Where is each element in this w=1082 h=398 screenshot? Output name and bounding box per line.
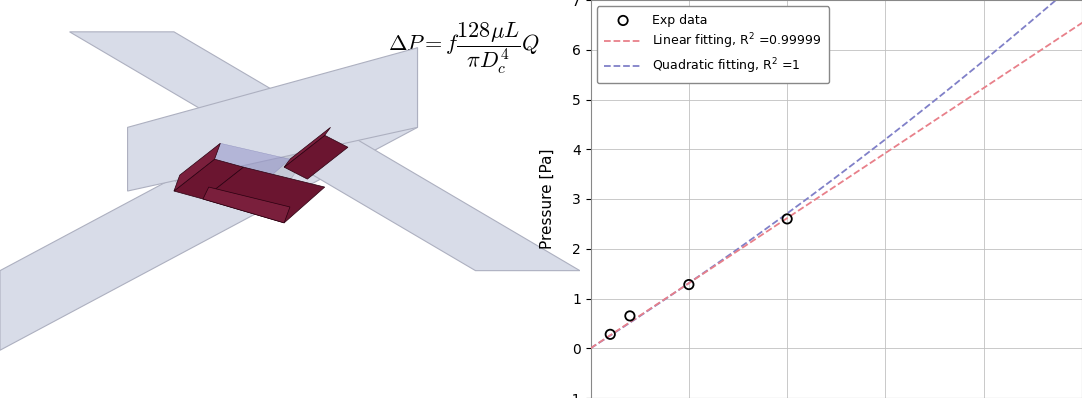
Exp data — [778, 216, 795, 222]
Linear fitting, R$^2$ =0.99999 — [888, 144, 901, 149]
Line: Linear fitting, R$^2$ =0.99999: Linear fitting, R$^2$ =0.99999 — [591, 10, 1082, 348]
Linear fitting, R$^2$ =0.99999 — [1003, 68, 1016, 73]
Polygon shape — [174, 143, 221, 191]
Legend: Exp data, Linear fitting, R$^2$ =0.99999, Quadratic fitting, R$^2$ =1: Exp data, Linear fitting, R$^2$ =0.99999… — [597, 6, 829, 84]
Polygon shape — [69, 32, 580, 271]
Polygon shape — [285, 127, 330, 167]
Exp data — [681, 281, 698, 288]
Quadratic fitting, R$^2$ =1 — [888, 130, 901, 135]
Polygon shape — [128, 48, 418, 191]
Ellipse shape — [166, 117, 299, 201]
Linear fitting, R$^2$ =0.99999 — [830, 183, 843, 188]
Linear fitting, R$^2$ =0.99999 — [584, 346, 597, 351]
Linear fitting, R$^2$ =0.99999 — [860, 163, 873, 168]
Text: $\Delta P = f\dfrac{128\mu L}{\pi D_c^4}Q$: $\Delta P = f\dfrac{128\mu L}{\pi D_c^4}… — [388, 20, 540, 76]
Polygon shape — [203, 167, 325, 223]
Quadratic fitting, R$^2$ =1 — [830, 174, 843, 179]
Polygon shape — [174, 159, 243, 199]
Polygon shape — [285, 135, 348, 179]
Quadratic fitting, R$^2$ =1 — [860, 151, 873, 156]
Quadratic fitting, R$^2$ =1 — [1003, 37, 1016, 42]
Quadratic fitting, R$^2$ =1 — [827, 177, 840, 181]
Y-axis label: Pressure [Pa]: Pressure [Pa] — [540, 149, 555, 249]
Polygon shape — [180, 143, 290, 195]
Exp data — [602, 331, 619, 338]
Quadratic fitting, R$^2$ =1 — [584, 346, 597, 351]
Line: Quadratic fitting, R$^2$ =1: Quadratic fitting, R$^2$ =1 — [591, 0, 1082, 348]
Polygon shape — [0, 48, 418, 350]
Exp data — [621, 313, 638, 319]
Polygon shape — [203, 187, 290, 223]
Linear fitting, R$^2$ =0.99999 — [827, 185, 840, 190]
